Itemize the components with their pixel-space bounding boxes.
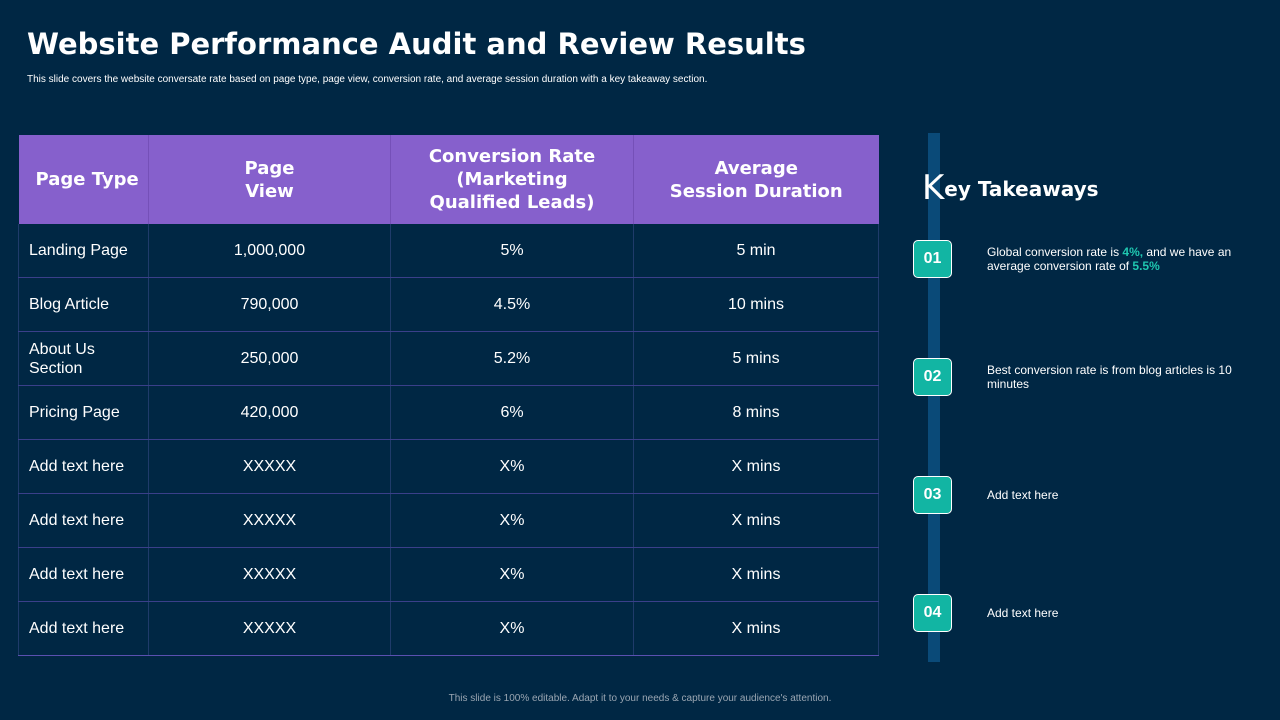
takeaway-text-01-b: and we have an average conversion rate o…: [987, 245, 1232, 273]
cell-session-duration: X mins: [633, 601, 879, 656]
cell-conversion-rate: X%: [390, 439, 634, 494]
takeaway-badge-04: 04: [913, 594, 952, 632]
cell-session-duration: X mins: [633, 493, 879, 548]
table-row: Pricing Page 420,000 6% 8 mins: [18, 385, 879, 440]
cell-page-view: 250,000: [148, 331, 391, 386]
cell-session-duration: 5 mins: [633, 331, 879, 386]
timeline-bar: [928, 133, 940, 662]
cell-page-view: XXXXX: [148, 547, 391, 602]
table-row: About Us Section 250,000 5.2% 5 mins: [18, 331, 879, 386]
cell-conversion-rate: 4.5%: [390, 277, 634, 332]
takeaway-text-04: Add text here: [987, 606, 1059, 620]
key-takeaways-initial: K: [922, 168, 945, 208]
key-takeaways-title-rest: ey Takeaways: [944, 177, 1099, 201]
cell-conversion-rate: X%: [390, 601, 634, 656]
takeaway-badge-01: 01: [913, 240, 952, 278]
cell-page-type: Add text here: [18, 493, 149, 548]
takeaway-highlight-average-rate: 5.5%: [1132, 259, 1160, 273]
takeaway-highlight-global-rate: 4%,: [1122, 245, 1144, 259]
takeaway-text-03: Add text here: [987, 488, 1059, 502]
header-page-type: Page Type: [18, 135, 149, 224]
table-header-row: Page Type Page View Conversion Rate (Mar…: [18, 135, 879, 224]
slide-title: Website Performance Audit and Review Res…: [27, 27, 806, 61]
cell-conversion-rate: X%: [390, 547, 634, 602]
cell-page-view: XXXXX: [148, 439, 391, 494]
table-row: Blog Article 790,000 4.5% 10 mins: [18, 277, 879, 332]
table-row: Add text here XXXXX X% X mins: [18, 439, 879, 494]
cell-page-type: Landing Page: [18, 224, 149, 278]
cell-session-duration: 5 min: [633, 224, 879, 278]
header-session-duration: Average Session Duration: [633, 135, 879, 224]
header-page-view: Page View: [148, 135, 391, 224]
cell-page-type: Add text here: [18, 439, 149, 494]
cell-page-type: Pricing Page: [18, 385, 149, 440]
cell-session-duration: 8 mins: [633, 385, 879, 440]
cell-conversion-rate: 5.2%: [390, 331, 634, 386]
takeaway-badge-02: 02: [913, 358, 952, 396]
cell-page-type: Add text here: [18, 601, 149, 656]
key-takeaways-title: Key Takeaways: [922, 168, 1099, 208]
audit-table: Page Type Page View Conversion Rate (Mar…: [18, 135, 879, 656]
table-row: Add text here XXXXX X% X mins: [18, 547, 879, 602]
table-row: Landing Page 1,000,000 5% 5 min: [18, 224, 879, 278]
slide-subtitle: This slide covers the website conversate…: [27, 74, 708, 85]
header-conversion-rate: Conversion Rate (Marketing Qualified Lea…: [390, 135, 634, 224]
cell-conversion-rate: 5%: [390, 224, 634, 278]
cell-session-duration: 10 mins: [633, 277, 879, 332]
slide-footer: This slide is 100% editable. Adapt it to…: [448, 693, 832, 704]
cell-page-view: 1,000,000: [148, 224, 391, 278]
cell-page-view: XXXXX: [148, 493, 391, 548]
takeaway-text-01: Global conversion rate is 4%, and we hav…: [987, 245, 1242, 273]
cell-page-view: XXXXX: [148, 601, 391, 656]
cell-conversion-rate: X%: [390, 493, 634, 548]
cell-page-view: 790,000: [148, 277, 391, 332]
cell-page-type: About Us Section: [18, 331, 149, 386]
cell-session-duration: X mins: [633, 547, 879, 602]
cell-page-view: 420,000: [148, 385, 391, 440]
cell-conversion-rate: 6%: [390, 385, 634, 440]
takeaway-badge-03: 03: [913, 476, 952, 514]
cell-page-type: Add text here: [18, 547, 149, 602]
table-row: Add text here XXXXX X% X mins: [18, 601, 879, 656]
table-row: Add text here XXXXX X% X mins: [18, 493, 879, 548]
takeaway-text-02: Best conversion rate is from blog articl…: [987, 363, 1232, 391]
cell-session-duration: X mins: [633, 439, 879, 494]
cell-page-type: Blog Article: [18, 277, 149, 332]
takeaway-text-01-a: Global conversion rate is: [987, 245, 1123, 259]
